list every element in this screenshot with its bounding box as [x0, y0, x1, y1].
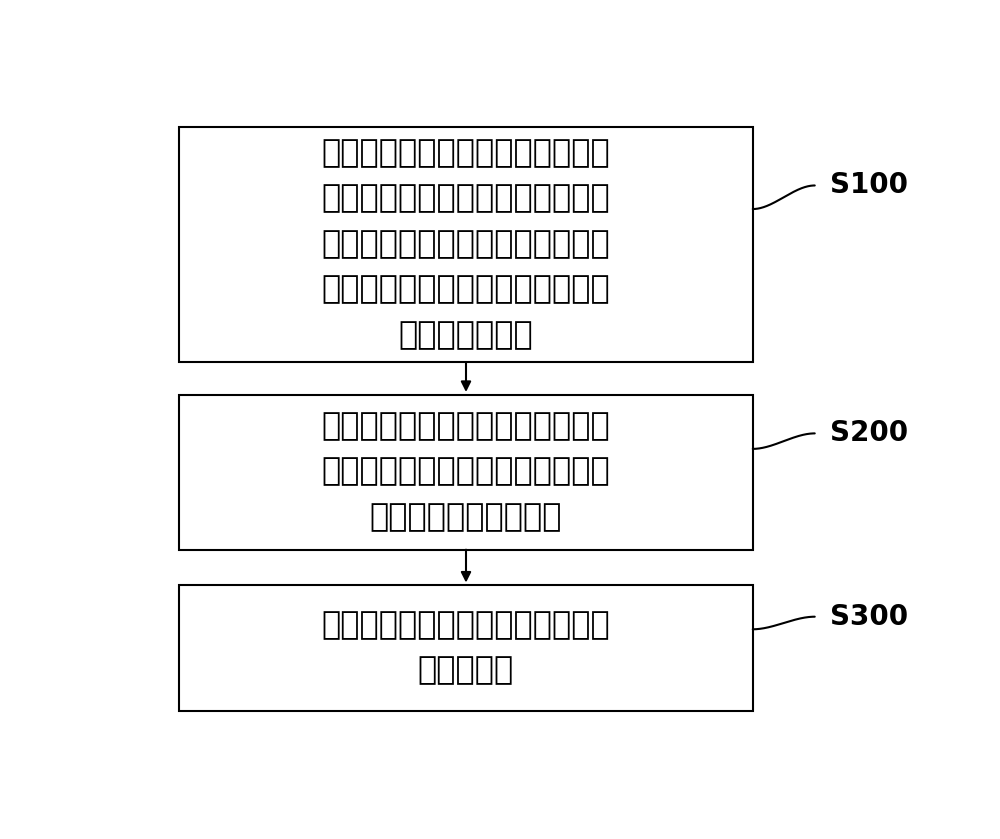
Text: 根据优化结果对异构多微网系统进
行能量调度: 根据优化结果对异构多微网系统进 行能量调度: [322, 610, 610, 686]
Text: 根据所述功率交互成本计算方式和
高维目标优化方法，对异构多微网
系统能量调度进行优化: 根据所述功率交互成本计算方式和 高维目标优化方法，对异构多微网 系统能量调度进行…: [322, 411, 610, 533]
Text: S100: S100: [830, 171, 908, 200]
FancyBboxPatch shape: [179, 394, 753, 550]
FancyBboxPatch shape: [179, 127, 753, 362]
Text: 在建立异构多微网系统分层能量调
度构架后，建立描述异构多微网系
统内的多个微网的互联关系的数学
矩阵，并确定互联微网间的功率交
互成本计算方式: 在建立异构多微网系统分层能量调 度构架后，建立描述异构多微网系 统内的多个微网的…: [322, 138, 610, 351]
Text: S200: S200: [830, 420, 908, 447]
FancyBboxPatch shape: [179, 586, 753, 711]
Text: S300: S300: [830, 602, 908, 631]
